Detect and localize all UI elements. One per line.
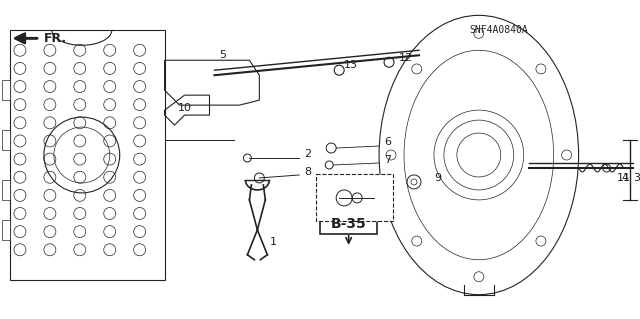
Text: 3: 3 [634,173,640,183]
Text: 6: 6 [384,137,391,147]
Bar [2,180,10,200]
Text: 2: 2 [304,149,312,159]
FancyBboxPatch shape [316,174,393,221]
Text: 8: 8 [304,167,312,177]
Text: 11: 11 [616,173,630,183]
Bar [2,130,10,150]
Text: 13: 13 [344,60,358,70]
Bar [2,80,10,100]
Text: 9: 9 [434,173,441,183]
Text: B-35: B-35 [331,217,367,231]
Text: 4: 4 [621,173,628,183]
FancyBboxPatch shape [10,30,164,280]
Text: 10: 10 [177,103,191,113]
Text: 5: 5 [220,50,227,60]
Text: 7: 7 [384,155,391,165]
Text: 12: 12 [399,53,413,63]
Text: SNF4A0840A: SNF4A0840A [469,25,528,35]
Bar [2,220,10,240]
Text: 1: 1 [269,237,276,247]
Text: FR.: FR. [44,32,67,45]
FancyBboxPatch shape [320,214,377,234]
